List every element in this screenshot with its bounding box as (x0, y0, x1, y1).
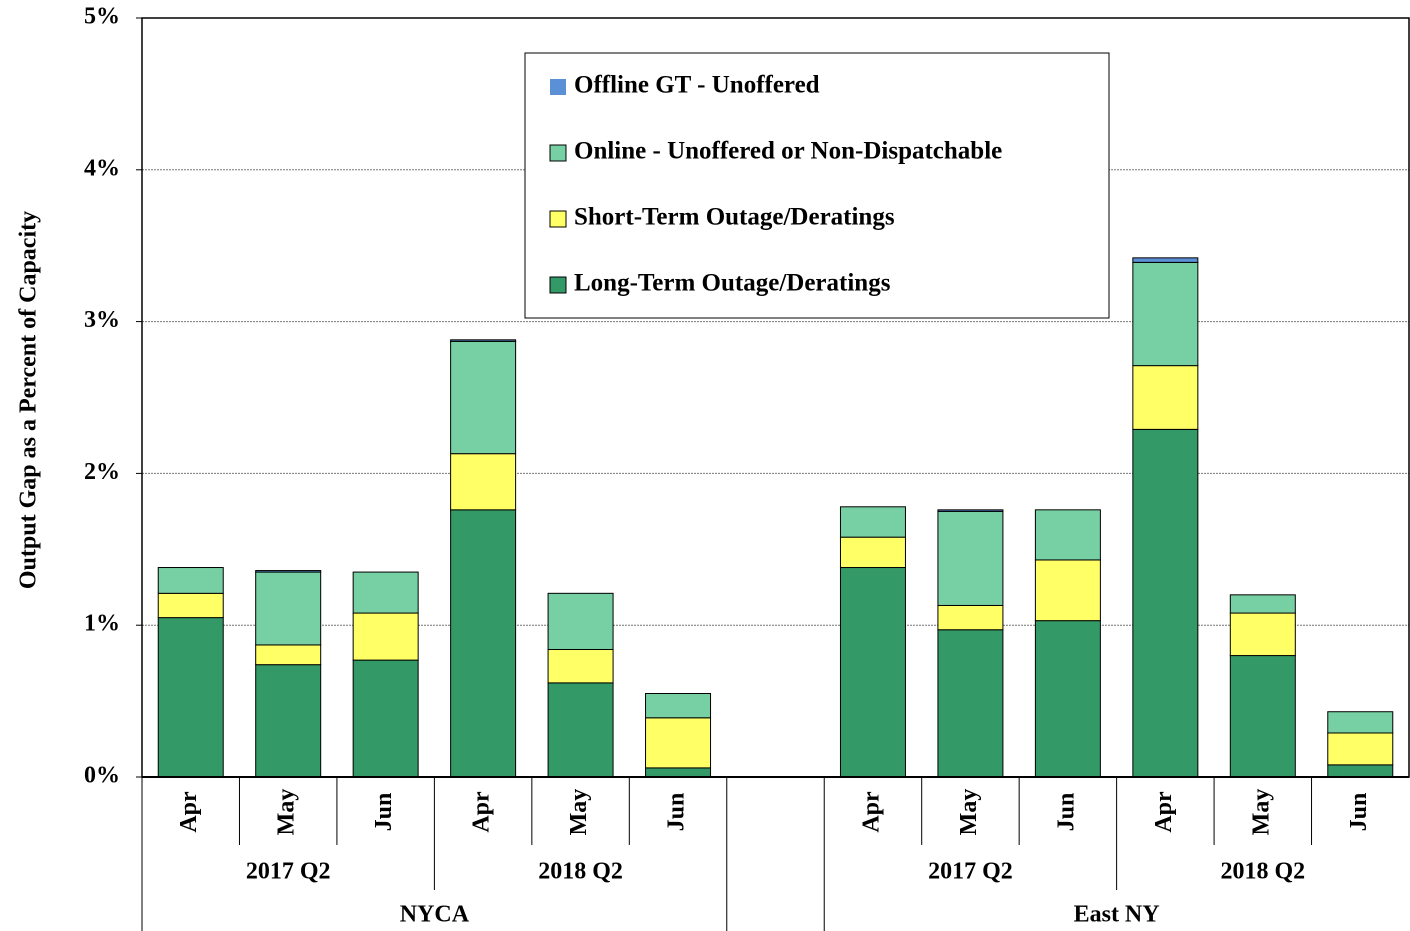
bar-segment (1132, 261, 1199, 367)
y-tick-label: 1% (84, 611, 120, 637)
x-tick-label: Apr (176, 791, 202, 833)
legend-swatch (549, 144, 567, 162)
x-tick-label: Jun (664, 793, 690, 832)
x-tick-label: May (566, 789, 592, 836)
bar-segment (352, 571, 419, 614)
legend-label: Long-Term Outage/Deratings (574, 270, 891, 297)
legend-swatch (549, 210, 567, 228)
bar-segment (1034, 509, 1101, 561)
group-label: 2018 Q2 (1220, 859, 1305, 885)
bar-segment (645, 693, 712, 719)
bar-segment (645, 767, 712, 778)
bar-segment (255, 644, 322, 666)
bar-segment (352, 659, 419, 778)
bar-segment (1132, 365, 1199, 430)
x-tick-label: Apr (1151, 791, 1177, 833)
bar-segment (1034, 559, 1101, 622)
bar-segment (937, 604, 1004, 631)
bar-segment (547, 648, 614, 684)
y-tick-label: 5% (84, 4, 120, 30)
bar-segment (450, 509, 517, 778)
y-tick-label: 2% (84, 459, 120, 485)
group-label: 2018 Q2 (538, 859, 623, 885)
bar-segment (450, 340, 517, 455)
bar-segment (1327, 732, 1394, 766)
x-tick-label: Jun (371, 793, 397, 832)
bar-segment (450, 339, 517, 342)
bar-segment (157, 617, 224, 778)
legend-swatch (549, 276, 567, 294)
bar-segment (937, 629, 1004, 778)
x-tick-label: Jun (1053, 793, 1079, 832)
bar-segment (255, 571, 322, 646)
bar-segment (352, 612, 419, 661)
bar-segment (157, 567, 224, 594)
x-tick-label: May (274, 789, 300, 836)
bar-segment (839, 506, 906, 538)
region-label: East NY (1074, 902, 1160, 928)
bar-segment (157, 592, 224, 619)
y-tick-label: 3% (84, 307, 120, 333)
bar-segment (1034, 620, 1101, 778)
bar-segment (937, 510, 1004, 606)
legend-box (524, 52, 1110, 319)
bar-segment (1229, 612, 1296, 657)
y-tick-label: 4% (84, 155, 120, 181)
bar-segment (1327, 764, 1394, 778)
region-label: NYCA (400, 902, 470, 928)
y-axis-label: Output Gap as a Percent of Capacity (16, 211, 42, 589)
bar-segment (1132, 257, 1199, 263)
legend-label: Offline GT - Unoffered (574, 72, 820, 99)
group-label: 2017 Q2 (928, 859, 1013, 885)
bar-segment (1132, 428, 1199, 778)
x-tick-label: May (956, 789, 982, 836)
bar-segment (839, 567, 906, 778)
x-tick-label: Jun (1346, 793, 1372, 832)
bar-segment (547, 682, 614, 778)
legend-swatch (550, 79, 566, 95)
x-tick-label: Apr (858, 791, 884, 833)
bar-segment (839, 536, 906, 569)
bar-segment (1229, 594, 1296, 614)
group-label: 2017 Q2 (246, 859, 331, 885)
y-tick-label: 0% (84, 763, 120, 789)
bar-segment (645, 717, 712, 769)
bar-segment (547, 592, 614, 650)
bar-segment (450, 453, 517, 511)
legend-label: Online - Unoffered or Non-Dispatchable (574, 138, 1002, 165)
x-tick-label: Apr (469, 791, 495, 833)
bar-segment (937, 509, 1004, 512)
x-tick-label: May (1248, 789, 1274, 836)
bar-segment (255, 664, 322, 778)
legend-label: Short-Term Outage/Deratings (574, 204, 895, 231)
bar-segment (255, 570, 322, 573)
bar-segment (1229, 655, 1296, 778)
bar-segment (1327, 711, 1394, 734)
